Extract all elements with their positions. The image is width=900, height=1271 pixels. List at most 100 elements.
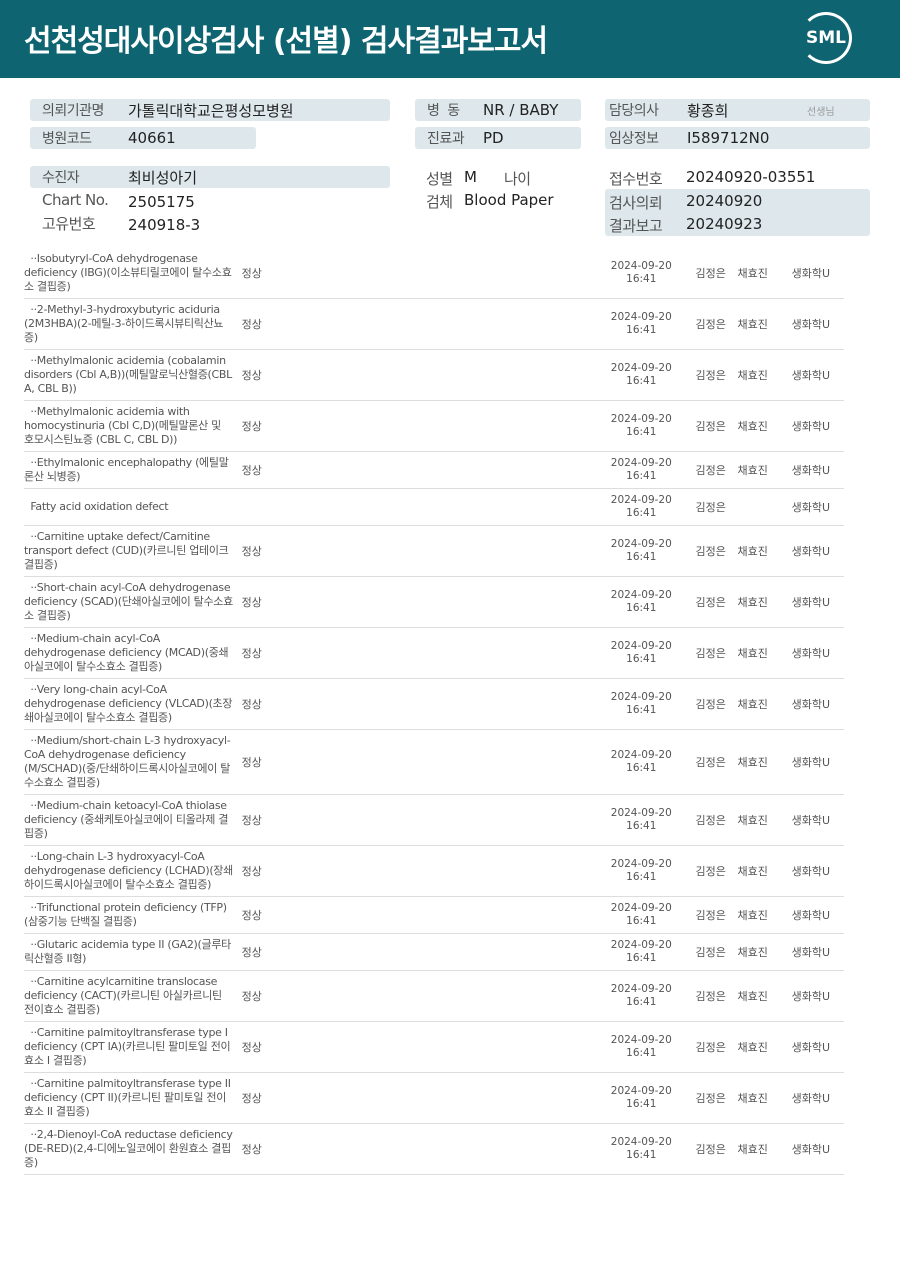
result-time: 16:41 <box>626 653 657 665</box>
result-date: 2024-09-20 <box>610 538 672 550</box>
institution-value: 가톨릭대학교은평성모병원 <box>128 101 294 120</box>
lab-department: 생화학U <box>791 420 831 433</box>
verifier-name: 채효진 <box>737 946 768 959</box>
result-time: 16:41 <box>626 470 657 482</box>
test-result: 정상 <box>241 946 262 959</box>
doctor-label: 담당의사 <box>609 103 659 119</box>
result-time: 16:41 <box>626 996 657 1008</box>
table-row: ··Methylmalonic acidemia (cobalamin diso… <box>24 350 844 401</box>
tester-name: 김정은 <box>695 814 726 827</box>
tester-name: 김정은 <box>695 464 726 477</box>
result-date: 2024-09-20 <box>610 260 672 272</box>
verifier-name: 채효진 <box>737 1041 768 1054</box>
lab-department: 생화학U <box>791 647 831 660</box>
verifier-name: 채효진 <box>737 596 768 609</box>
department-value: PD <box>483 129 504 147</box>
receipt-label: 접수번호 <box>609 170 663 188</box>
test-name: ··Carnitine palmitoyltransferase type II… <box>24 1077 234 1118</box>
result-datetime: 2024-09-20 16:41 <box>567 640 715 666</box>
lab-department: 생화학U <box>791 369 831 382</box>
result-datetime: 2024-09-20 16:41 <box>567 494 715 520</box>
test-result: 정상 <box>241 990 262 1003</box>
test-name: ··Carnitine palmitoyltransferase type I … <box>24 1026 231 1067</box>
result-time: 16:41 <box>626 762 657 774</box>
lab-department: 생화학U <box>791 1041 831 1054</box>
lab-department: 생화학U <box>791 501 831 514</box>
table-row: ··2-Methyl-3-hydroxybutyric aciduria (2M… <box>24 299 844 350</box>
tester-name: 김정은 <box>695 596 726 609</box>
tester-name: 김정은 <box>695 318 726 331</box>
table-row: ··Trifunctional protein deficiency (TFP)… <box>24 897 844 934</box>
tester-name: 김정은 <box>695 1092 726 1105</box>
result-date: 2024-09-20 <box>610 983 672 995</box>
receipt-value: 20240920-03551 <box>686 168 816 186</box>
verifier-name: 채효진 <box>737 464 768 477</box>
table-row: ··Short-chain acyl-CoA dehydrogenase def… <box>24 577 844 628</box>
test-result: 정상 <box>241 1143 262 1156</box>
test-name: ··Trifunctional protein deficiency (TFP)… <box>24 901 227 928</box>
test-result: 정상 <box>241 267 262 280</box>
doctor-value: 황종희 <box>687 101 729 120</box>
result-datetime: 2024-09-20 16:41 <box>567 749 715 775</box>
result-date: 2024-09-20 <box>610 494 672 506</box>
test-name: ··2-Methyl-3-hydroxybutyric aciduria (2M… <box>24 303 224 344</box>
table-row: ··Methylmalonic acidemia with homocystin… <box>24 401 844 452</box>
result-datetime: 2024-09-20 16:41 <box>567 807 715 833</box>
result-time: 16:41 <box>626 915 657 927</box>
result-datetime: 2024-09-20 16:41 <box>567 983 715 1009</box>
specimen-label: 검체 <box>426 193 453 211</box>
chart-no-label: Chart No. <box>42 191 109 209</box>
result-datetime: 2024-09-20 16:41 <box>567 691 715 717</box>
result-time: 16:41 <box>626 507 657 519</box>
result-time: 16:41 <box>626 871 657 883</box>
verifier-name: 채효진 <box>737 698 768 711</box>
result-datetime: 2024-09-20 16:41 <box>567 457 715 483</box>
lab-department: 생화학U <box>791 990 831 1003</box>
table-row: ··2,4-Dienoyl-CoA reductase deficiency (… <box>24 1124 844 1175</box>
lab-department: 생화학U <box>791 464 831 477</box>
sml-logo: SML <box>800 12 852 64</box>
test-name: ··Very long-chain acyl-CoA dehydrogenase… <box>24 683 233 724</box>
result-time: 16:41 <box>626 602 657 614</box>
verifier-name: 채효진 <box>737 990 768 1003</box>
patient-value: 최비성아기 <box>128 168 198 187</box>
test-result: 정상 <box>241 756 262 769</box>
test-result: 정상 <box>241 909 262 922</box>
tester-name: 김정은 <box>695 267 726 280</box>
verifier-name: 채효진 <box>737 1092 768 1105</box>
result-date: 2024-09-20 <box>610 939 672 951</box>
tester-name: 김정은 <box>695 545 726 558</box>
verifier-name: 채효진 <box>737 909 768 922</box>
verifier-name: 채효진 <box>737 865 768 878</box>
table-row: ··Carnitine acylcarnitine translocase de… <box>24 971 844 1022</box>
tester-name: 김정은 <box>695 1041 726 1054</box>
doctor-field: 담당의사 황종희 선생님 <box>605 99 870 121</box>
tester-name: 김정은 <box>695 369 726 382</box>
result-time: 16:41 <box>626 426 657 438</box>
lab-department: 생화학U <box>791 1092 831 1105</box>
lab-department: 생화학U <box>791 1143 831 1156</box>
sex-label: 성별 <box>426 170 453 188</box>
test-name: ··Methylmalonic acidemia (cobalamin diso… <box>24 354 236 395</box>
tester-name: 김정은 <box>695 990 726 1003</box>
verifier-name: 채효진 <box>737 1143 768 1156</box>
result-time: 16:41 <box>626 324 657 336</box>
result-datetime: 2024-09-20 16:41 <box>567 589 715 615</box>
lab-department: 생화학U <box>791 756 831 769</box>
request-date-label: 검사의뢰 <box>609 194 663 212</box>
result-time: 16:41 <box>626 952 657 964</box>
ward-value: NR / BABY <box>483 101 559 119</box>
test-name: Fatty acid oxidation defect <box>24 500 169 513</box>
result-date: 2024-09-20 <box>610 640 672 652</box>
result-datetime: 2024-09-20 16:41 <box>567 413 715 439</box>
result-datetime: 2024-09-20 16:41 <box>567 311 715 337</box>
verifier-name: 채효진 <box>737 420 768 433</box>
tester-name: 김정은 <box>695 420 726 433</box>
test-name: ··Long-chain L-3 hydroxyacyl-CoA dehydro… <box>24 850 233 891</box>
verifier-name: 채효진 <box>737 756 768 769</box>
result-time: 16:41 <box>626 375 657 387</box>
table-row: ··Carnitine uptake defect/Carnitine tran… <box>24 526 844 577</box>
report-title: 선천성대사이상검사 (선별) 검사결과보고서 <box>24 24 548 59</box>
test-result: 정상 <box>241 698 262 711</box>
result-date: 2024-09-20 <box>610 413 672 425</box>
